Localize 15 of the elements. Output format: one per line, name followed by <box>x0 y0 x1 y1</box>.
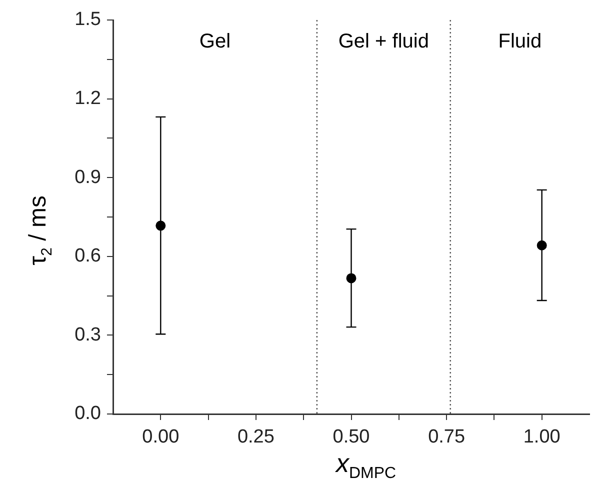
x-tick-label: 0.25 <box>237 426 274 448</box>
annotation: Gel + fluid <box>338 30 429 53</box>
y-tick-label: 0.9 <box>74 166 101 188</box>
annotation: Fluid <box>498 30 542 53</box>
x-axis-title: x$_{DMPC}$ <box>336 448 396 484</box>
x-tick-label: 0.75 <box>428 426 466 448</box>
x-tick-label: 1.00 <box>523 426 560 448</box>
y-tick-label: 0.3 <box>74 324 101 346</box>
y-tick-label: 1.5 <box>74 9 101 30</box>
y-tick-label: 0.6 <box>74 246 101 267</box>
y-tick-label: 1.2 <box>74 88 101 110</box>
x-tick-label: 0.50 <box>332 426 370 448</box>
annotation: Gel <box>199 30 231 53</box>
y-tick-label: 0.0 <box>74 403 101 424</box>
x-tick-label: 0.00 <box>142 426 180 448</box>
